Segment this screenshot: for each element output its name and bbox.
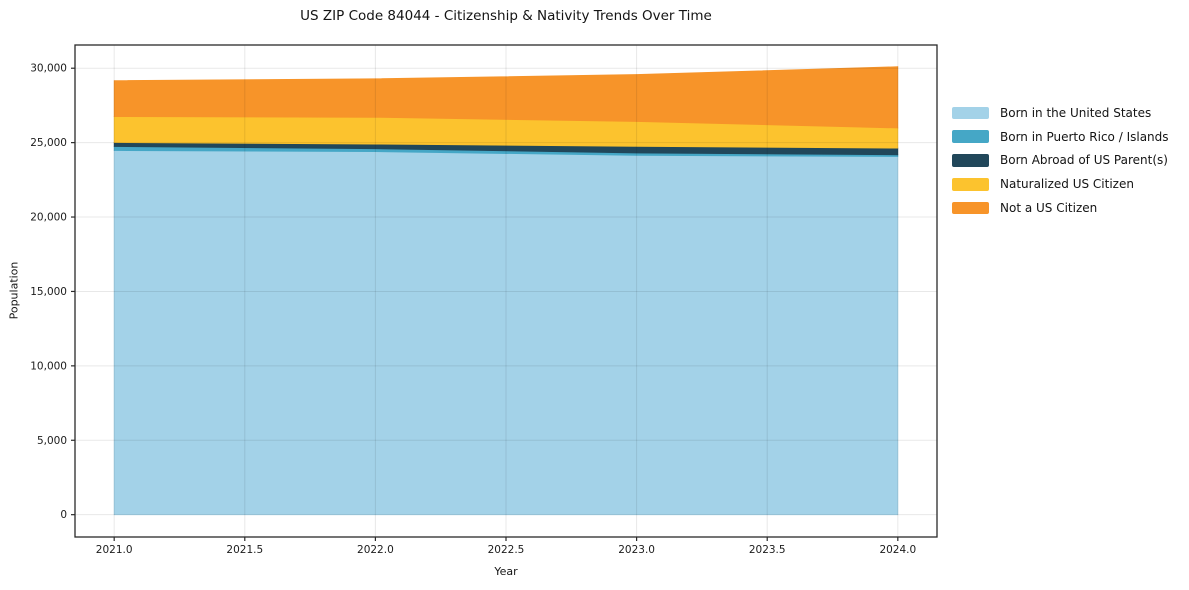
x-tick-label: 2021.0 [96, 544, 133, 556]
y-tick-label: 25,000 [30, 137, 67, 149]
y-tick-label: 20,000 [30, 212, 67, 224]
legend-swatch-icon [952, 201, 989, 215]
legend-swatch-icon [952, 106, 989, 120]
y-axis-label: Population [7, 261, 21, 320]
x-axis-label: Year [494, 565, 518, 578]
legend-item-2: Born Abroad of US Parent(s) [952, 149, 1169, 173]
legend-label: Born Abroad of US Parent(s) [1000, 153, 1168, 168]
x-tick-label: 2022.0 [357, 544, 394, 556]
x-tick-label: 2023.5 [749, 544, 786, 556]
legend-label: Not a US Citizen [1000, 201, 1098, 216]
legend-label: Born in the United States [1000, 105, 1152, 120]
y-tick-label: 30,000 [30, 63, 67, 75]
legend-label: Naturalized US Citizen [1000, 177, 1134, 192]
x-tick-label: 2021.5 [226, 544, 263, 556]
y-tick-label: 5,000 [37, 435, 67, 447]
x-tick-label: 2024.0 [879, 544, 916, 556]
legend-item-3: Naturalized US Citizen [952, 172, 1169, 196]
chart-title: US ZIP Code 84044 - Citizenship & Nativi… [300, 8, 712, 24]
legend: Born in the United States Born in Puerto … [952, 101, 1169, 220]
legend-swatch-icon [952, 178, 989, 191]
legend-label: Born in Puerto Rico / Islands [1000, 129, 1169, 144]
area-series-4 [113, 66, 899, 129]
legend-swatch-icon [952, 130, 989, 143]
legend-item-4: Not a US Citizen [952, 196, 1169, 220]
x-tick-label: 2023.0 [618, 544, 655, 556]
y-tick-label: 15,000 [30, 286, 67, 298]
legend-swatch-icon [952, 154, 989, 167]
y-tick-label: 10,000 [30, 360, 67, 372]
y-tick-label: 0 [60, 509, 67, 521]
legend-item-0: Born in the United States [952, 101, 1169, 125]
x-tick-label: 2022.5 [488, 544, 525, 556]
legend-item-1: Born in Puerto Rico / Islands [952, 125, 1169, 149]
